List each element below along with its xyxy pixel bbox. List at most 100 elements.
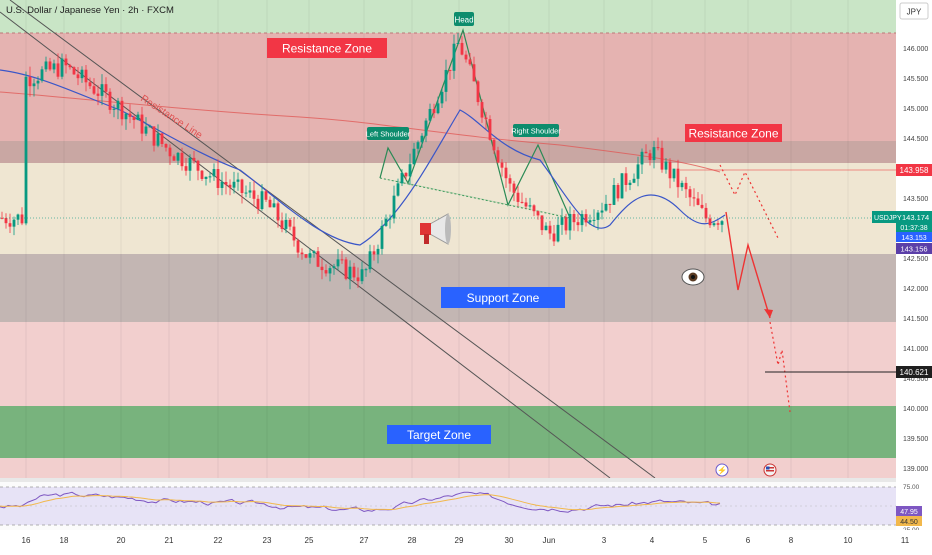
- candle-body: [28, 76, 32, 87]
- candle-body: [268, 199, 272, 208]
- candle-body: [356, 277, 360, 282]
- target-zone-label: Target Zone: [387, 425, 491, 444]
- candle-body: [16, 214, 20, 220]
- time-tick-label: 4: [650, 536, 655, 545]
- candle-body: [604, 203, 608, 211]
- us-flag-event-icon[interactable]: [763, 463, 777, 477]
- candle-body: [308, 253, 312, 258]
- candle-body: [252, 190, 256, 199]
- candle-body: [168, 147, 172, 157]
- candle-body: [56, 63, 60, 77]
- currency-button[interactable]: JPY: [899, 2, 929, 20]
- candle-body: [628, 182, 632, 185]
- time-tick-label: 18: [60, 536, 69, 545]
- candle-body: [120, 100, 124, 120]
- candle-body: [460, 42, 464, 55]
- candle-body: [696, 198, 700, 205]
- candle-body: [4, 218, 8, 224]
- time-tick-label: 30: [505, 536, 514, 545]
- chart-title: U.S. Dollar / Japanese Yen · 2h · FXCM: [6, 5, 174, 16]
- right-shoulder-label: Right Shoulder: [511, 124, 561, 137]
- candle-body: [76, 74, 80, 79]
- bearish-projection-solid: [725, 211, 771, 319]
- candle-body: [88, 82, 92, 87]
- candle-body: [172, 156, 176, 161]
- time-axis-panel[interactable]: [0, 530, 932, 550]
- resistance-zone-label-right: Resistance Zone: [685, 124, 782, 142]
- candle-body: [304, 254, 308, 258]
- candle-body: [560, 217, 564, 225]
- candle-body: [504, 167, 508, 179]
- lightning-event-icon[interactable]: ⚡: [715, 463, 729, 477]
- resistance-level-value: 143.958: [900, 166, 929, 175]
- candle-body: [520, 201, 524, 203]
- time-tick-label: Jun: [543, 536, 556, 545]
- price-tick-label: 139.000: [903, 466, 928, 473]
- candle-body: [392, 195, 396, 219]
- ma-slow-value: 143.156: [900, 245, 927, 254]
- candle-body: [12, 219, 16, 227]
- candle-body: [52, 63, 56, 70]
- ma-fast-value: 143.153: [901, 235, 926, 242]
- candle-body: [228, 184, 232, 188]
- candle-body: [468, 59, 472, 65]
- candle-body: [196, 160, 200, 171]
- price-tick-label: 145.000: [903, 106, 928, 113]
- candle-body: [340, 259, 344, 261]
- candle-body: [680, 182, 684, 188]
- time-tick-label: 22: [214, 536, 223, 545]
- candle-body: [540, 215, 544, 231]
- candle-body: [716, 223, 720, 225]
- candle-body: [448, 69, 452, 71]
- candle-body: [36, 80, 40, 84]
- candle-body: [492, 139, 496, 151]
- candle-body: [40, 69, 44, 81]
- rsi-separator: [0, 478, 932, 482]
- resistance-zone-label-top: Resistance Zone: [267, 38, 387, 58]
- candle-body: [556, 224, 560, 242]
- candle-body: [148, 126, 152, 128]
- candle-body: [104, 84, 108, 92]
- candle-body: [204, 176, 208, 179]
- candle-body: [476, 81, 480, 103]
- time-tick-label: 6: [746, 536, 751, 545]
- candle-body: [564, 217, 568, 231]
- price-tick-label: 141.000: [903, 346, 928, 353]
- fast-moving-average: [0, 69, 726, 246]
- candle-body: [44, 61, 48, 70]
- candle-body: [416, 142, 420, 149]
- candle-body: [432, 108, 436, 114]
- candle-body: [128, 113, 132, 117]
- candle-body: [412, 148, 416, 165]
- candle-body: [372, 251, 376, 255]
- candle-body: [112, 108, 116, 110]
- candle-body: [568, 214, 572, 231]
- candle-body: [668, 161, 672, 179]
- rsi-ma-value: 44.50: [900, 519, 918, 526]
- price-tick-label: 146.000: [903, 46, 928, 53]
- svg-text:⚡: ⚡: [717, 465, 727, 475]
- candle-body: [212, 169, 216, 177]
- candle-body: [264, 191, 268, 200]
- candle-body: [332, 266, 336, 269]
- candle-body: [692, 197, 696, 199]
- candle-body: [220, 181, 224, 188]
- candle-body: [132, 116, 136, 121]
- resistance-zone-area: [0, 33, 896, 141]
- candle-body: [256, 198, 260, 210]
- candle-body: [444, 69, 448, 92]
- candle-body: [620, 173, 624, 199]
- candle-body: [708, 218, 712, 226]
- candle-body: [396, 183, 400, 196]
- candle-body: [684, 182, 688, 190]
- rsi-ma-value-tag: 44.50: [896, 516, 922, 526]
- candle-body: [624, 173, 628, 185]
- candle-body: [288, 219, 292, 227]
- candle-body: [456, 42, 460, 44]
- support-zone-label: Support Zone: [441, 287, 565, 308]
- candle-body: [368, 251, 372, 270]
- candle-body: [232, 181, 236, 188]
- candle-body: [248, 190, 252, 193]
- price-tick-label: 140.000: [903, 406, 928, 413]
